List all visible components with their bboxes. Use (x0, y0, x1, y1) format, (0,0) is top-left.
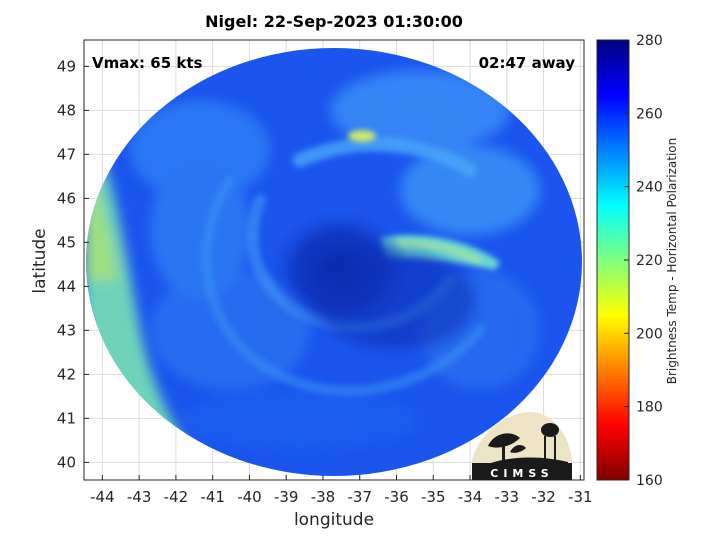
x-tick-label: -35 (421, 488, 446, 506)
y-axis-label: latitude (30, 228, 50, 294)
colorbar (596, 39, 630, 481)
plot-title: Nigel: 22-Sep-2023 01:30:00 (205, 12, 463, 31)
colorbar-ticks: 160 180 200 220 240 260 280 (624, 33, 663, 489)
x-tick-label: -33 (495, 488, 520, 506)
x-tick-label: -34 (458, 488, 483, 506)
x-tick-label: -36 (384, 488, 409, 506)
x-axis-label: longitude (293, 510, 375, 530)
y-tick-label: 46 (57, 189, 76, 207)
time-away-label: 02:47 away (479, 54, 576, 72)
x-tick-label: -41 (200, 488, 225, 506)
colorbar-tick-label: 280 (636, 33, 663, 49)
x-tick-label: -39 (274, 488, 299, 506)
x-axis: -44 -43 -42 -41 -40 -39 -38 -37 -36 -35 -34 -33 -32-… (90, 475, 593, 506)
x-tick-label: -38 (311, 488, 336, 506)
y-tick-label: 41 (57, 409, 76, 427)
x-tick-label: -43 (127, 488, 152, 506)
x-tick-label: -31 (568, 488, 593, 506)
vmax-label: Vmax: 65 kts (92, 54, 202, 72)
y-tick-label: 49 (57, 57, 76, 75)
x-tick-label: -44 (90, 488, 115, 506)
colorbar-tick-label: 200 (636, 326, 663, 342)
x-tick-label: -42 (164, 488, 189, 506)
colorbar-tick-label: 220 (636, 253, 663, 269)
y-tick-label: 48 (57, 101, 76, 119)
colorbar-tick-label: 160 (636, 473, 663, 489)
colorbar-tick-label: 260 (636, 106, 663, 122)
axes-frame (83, 39, 585, 481)
y-axis: 40 41 42 43 44 45 46 47 48 49 (57, 57, 89, 471)
y-tick-label: 45 (57, 233, 76, 251)
x-tick-label: -40 (237, 488, 262, 506)
satellite-swath (86, 48, 582, 476)
colorbar-tick-label: 240 (636, 180, 663, 196)
y-tick-label: 43 (57, 321, 76, 339)
y-tick-label: 47 (57, 145, 76, 163)
cimss-logo: CIMSS (472, 412, 572, 480)
y-tick-label: 44 (57, 277, 76, 295)
x-tick-label: -32 (531, 488, 556, 506)
y-tick-label: 40 (57, 453, 76, 471)
colorbar-tick-label: 180 (636, 400, 663, 416)
logo-text: CIMSS (490, 467, 553, 480)
x-tick-label: -37 (347, 488, 372, 506)
colorbar-label: Brightness Temp - Horizontal Polarizatio… (665, 137, 679, 385)
y-tick-label: 42 (57, 365, 76, 383)
